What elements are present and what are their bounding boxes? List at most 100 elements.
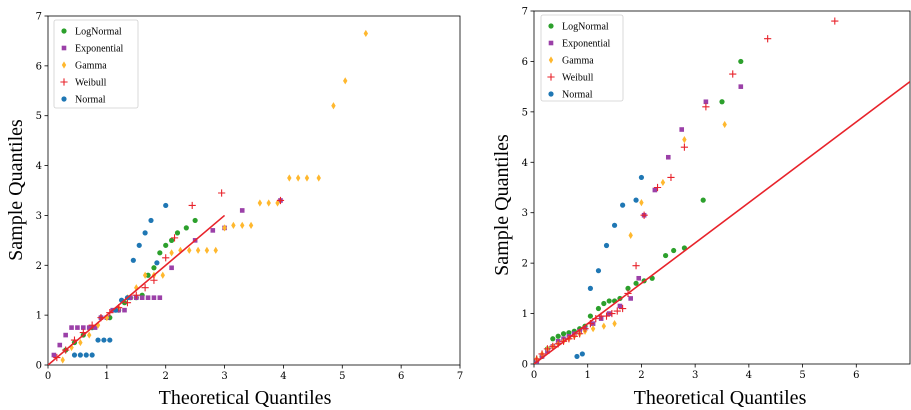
legend-label-gamma: Gamma	[562, 56, 594, 67]
legend-marker-normal	[61, 96, 67, 102]
data-point-weibull	[729, 70, 737, 78]
data-point-gamma	[304, 174, 310, 182]
y-tick-label: 5	[522, 107, 528, 118]
data-point-weibull	[170, 234, 179, 242]
data-point-exponential	[703, 99, 709, 105]
reference-line	[534, 80, 910, 364]
data-point-gamma	[78, 338, 83, 347]
data-point-exponential	[139, 295, 145, 300]
data-point-exponential	[51, 352, 57, 358]
data-point-gamma	[195, 246, 201, 254]
x-tick-label: 2	[638, 370, 644, 381]
series-exponential	[534, 84, 744, 364]
data-point-gamma	[612, 320, 617, 328]
data-point-lognormal	[738, 58, 744, 65]
data-point-exponential	[628, 296, 633, 301]
data-point-normal	[136, 242, 142, 248]
data-point-exponential	[210, 228, 216, 233]
data-point-gamma	[682, 135, 687, 144]
data-point-normal	[130, 257, 136, 263]
data-point-weibull	[543, 345, 552, 353]
data-point-exponential	[617, 303, 623, 309]
data-point-exponential	[679, 127, 685, 132]
x-tick-label: 4	[280, 371, 286, 382]
data-point-exponential	[86, 325, 92, 330]
x-tick-label: 0	[45, 371, 51, 382]
plot-area	[534, 17, 910, 364]
legend-marker-gamma	[548, 56, 554, 64]
legend-marker-weibull	[547, 73, 555, 81]
data-point-gamma	[639, 199, 644, 207]
y-tick-label: 5	[36, 111, 42, 122]
data-point-exponential	[92, 325, 98, 330]
x-tick-label: 1	[104, 371, 110, 382]
data-point-lognormal	[174, 230, 181, 236]
legend-marker-exponential	[548, 40, 554, 46]
x-tick-label: 3	[221, 371, 227, 382]
data-point-gamma	[95, 321, 101, 329]
data-point-weibull	[640, 211, 648, 219]
data-point-exponential	[122, 307, 127, 313]
data-point-normal	[142, 230, 148, 236]
data-point-lognormal	[625, 285, 631, 291]
data-point-gamma	[213, 246, 218, 254]
data-point-gamma	[601, 322, 607, 330]
data-point-weibull	[653, 183, 662, 192]
legend-label-lognormal: LogNormal	[75, 27, 122, 38]
y-tick-label: 7	[36, 12, 42, 23]
series-lognormal	[534, 58, 744, 364]
x-tick-label: 5	[799, 370, 805, 381]
legend-label-exponential: Exponential	[562, 39, 611, 50]
data-point-weibull	[619, 304, 627, 313]
legend-marker-lognormal	[548, 23, 554, 29]
data-point-weibull	[549, 342, 557, 350]
data-point-exponential	[157, 295, 163, 300]
data-point-gamma	[275, 199, 280, 207]
y-tick-label: 1	[36, 311, 42, 322]
data-point-gamma	[363, 29, 369, 38]
data-point-normal	[83, 352, 89, 358]
data-point-lognormal	[719, 99, 725, 105]
data-point-exponential	[151, 295, 157, 300]
data-point-lognormal	[671, 247, 677, 254]
y-tick-label: 6	[522, 57, 528, 68]
series-normal	[574, 174, 645, 360]
data-point-normal	[587, 285, 594, 291]
data-point-normal	[603, 242, 610, 249]
y-tick-label: 7	[522, 7, 528, 18]
y-tick-label: 3	[36, 211, 42, 222]
plot-frame	[533, 10, 911, 365]
data-point-gamma	[287, 174, 292, 182]
data-point-weibull	[276, 196, 285, 205]
x-axis-title-left: Theoretical Quantiles	[159, 387, 332, 409]
data-point-gamma	[316, 174, 321, 182]
data-point-weibull	[576, 330, 584, 338]
data-point-exponential	[239, 208, 245, 213]
data-point-lognormal	[163, 242, 169, 248]
data-point-lognormal	[169, 237, 175, 243]
data-point-exponential	[63, 332, 68, 338]
data-point-normal	[71, 352, 78, 358]
data-point-exponential	[69, 325, 74, 330]
plot-area	[48, 29, 369, 365]
data-point-weibull	[608, 309, 616, 318]
x-tick-label: 1	[585, 370, 591, 381]
data-point-normal	[163, 202, 169, 209]
data-point-weibull	[667, 173, 675, 182]
data-point-gamma	[104, 314, 110, 322]
data-point-exponential	[145, 295, 151, 300]
legend-box	[540, 14, 624, 102]
x-tick-label: 6	[398, 371, 404, 382]
y-tick-label: 2	[36, 261, 42, 272]
data-point-weibull	[188, 201, 196, 210]
data-point-normal	[77, 352, 83, 358]
data-point-gamma	[628, 231, 633, 240]
data-point-lognormal	[633, 280, 639, 286]
legend-marker-gamma	[61, 61, 67, 69]
data-point-weibull	[218, 189, 226, 197]
y-tick-label: 6	[36, 61, 42, 72]
x-tick-label: 7	[457, 371, 463, 382]
data-point-weibull	[141, 284, 149, 292]
legend-label-lognormal: LogNormal	[562, 22, 609, 33]
